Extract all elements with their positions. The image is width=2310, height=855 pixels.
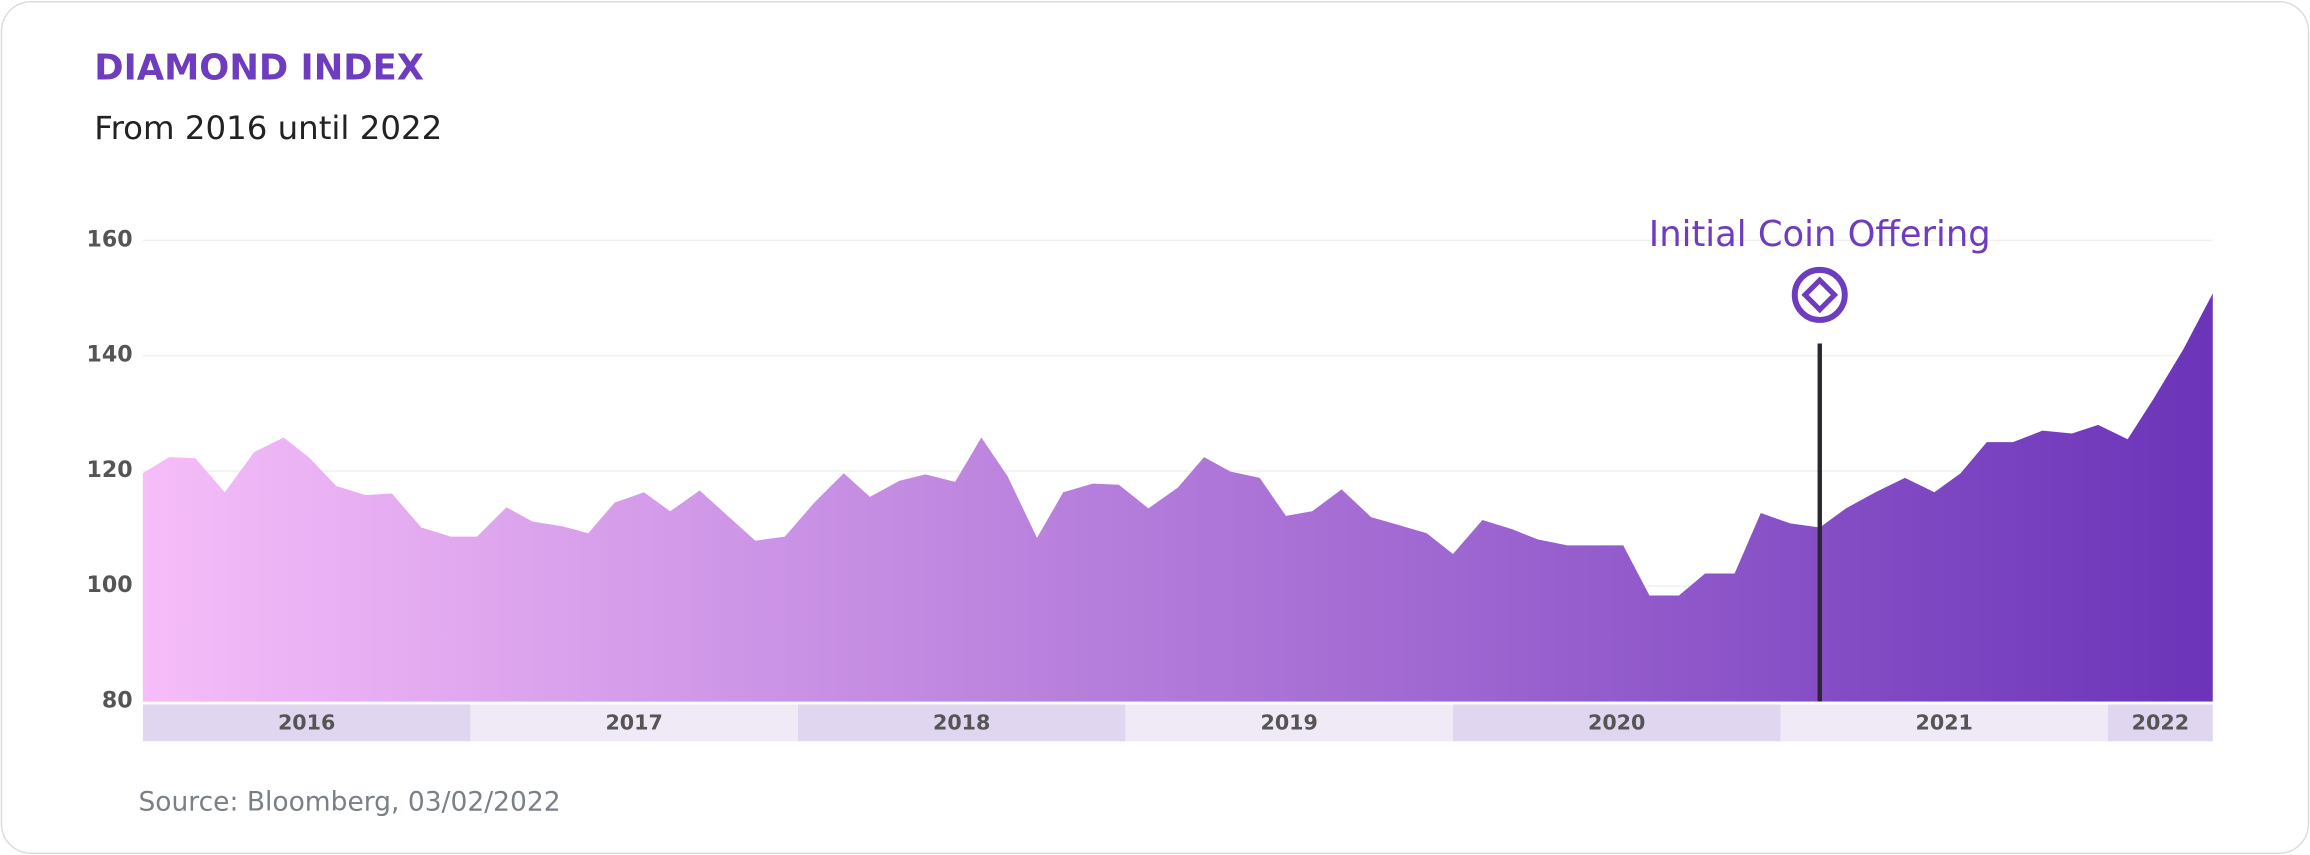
y-tick-label: 80 bbox=[102, 688, 133, 714]
x-tick-label: 2017 bbox=[605, 711, 662, 735]
x-tick-label: 2020 bbox=[1588, 711, 1645, 735]
year-band bbox=[1125, 704, 1453, 742]
year-band bbox=[1452, 704, 1781, 742]
year-band bbox=[797, 704, 1126, 742]
year-band bbox=[1780, 704, 2108, 742]
y-tick-label: 120 bbox=[86, 457, 132, 483]
x-tick-label: 2016 bbox=[278, 711, 335, 735]
year-band bbox=[470, 704, 798, 742]
annotation-icon-diamond bbox=[1801, 276, 1839, 314]
x-tick-label: 2019 bbox=[1261, 711, 1318, 735]
source: Source: Bloomberg, 03/02/2022 bbox=[138, 787, 560, 818]
year-band bbox=[142, 704, 471, 742]
x-tick-label: 2021 bbox=[1916, 711, 1973, 735]
year-band bbox=[2107, 704, 2213, 742]
annotation-icon bbox=[1791, 266, 1848, 323]
chart-title: DIAMOND INDEX bbox=[94, 48, 424, 89]
annotation-label: Initial Coin Offering bbox=[1649, 214, 1991, 255]
x-tick-label: 2018 bbox=[933, 711, 990, 735]
x-tick-label: 2022 bbox=[2132, 711, 2189, 735]
y-tick-label: 160 bbox=[86, 226, 132, 252]
area bbox=[142, 293, 2213, 702]
y-tick-label: 140 bbox=[86, 342, 132, 368]
chart-subtitle: From 2016 until 2022 bbox=[94, 109, 442, 147]
y-tick-label: 100 bbox=[86, 572, 132, 598]
